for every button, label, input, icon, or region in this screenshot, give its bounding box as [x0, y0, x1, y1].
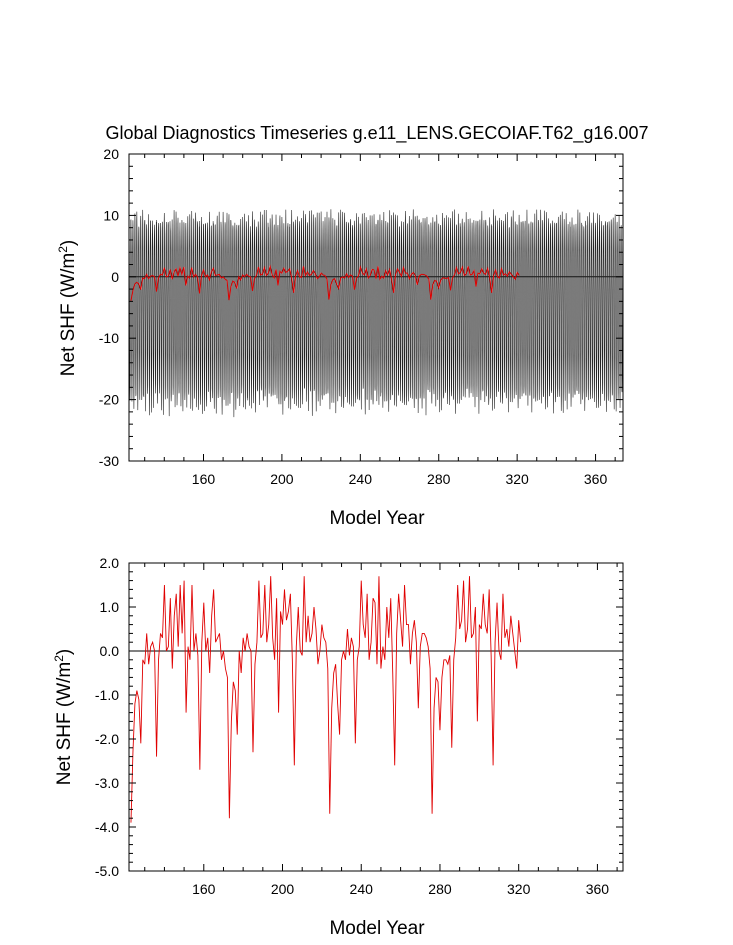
- bottom-axis-ticks: 160 200 240 280 320 360 -5.0 -4.0 -3.0 -2.0 -1.0 0.…: [95, 555, 623, 897]
- top-axis-ticks: 160 200 240 280 320 360 -30 -20 -10 0 10 20: [99, 146, 623, 487]
- top-x-axis-label: Model Year: [329, 508, 425, 529]
- bottom-x-tick-label: 320: [507, 881, 531, 897]
- bottom-y-tick-label: 2.0: [100, 555, 120, 571]
- top-y-tick-label: 10: [103, 207, 119, 223]
- top-y-axis-label: Net SHF (W/m2): [56, 240, 79, 377]
- top-chart: Global Diagnostics Timeseries g.e11_LENS…: [56, 123, 648, 529]
- top-x-tick-label: 240: [349, 471, 373, 487]
- bottom-x-tick-label: 360: [586, 881, 610, 897]
- bottom-annual-mean-line: [130, 576, 522, 823]
- top-annual-mean-line: [130, 264, 520, 301]
- bottom-plot-area: [129, 576, 623, 823]
- top-y-tick-label: -20: [99, 392, 119, 408]
- bottom-x-tick-label: 240: [350, 881, 374, 897]
- bottom-chart: 160 200 240 280 320 360 -5.0 -4.0 -3.0 -2.0 -1.0 0.…: [52, 555, 624, 939]
- bottom-y-tick-label: -4.0: [95, 819, 119, 835]
- bottom-x-tick-label: 160: [192, 881, 216, 897]
- bottom-y-axis-label: Net SHF (W/m2): [52, 649, 75, 786]
- top-monthly-series-line: [128, 209, 624, 418]
- bottom-y-tick-label: 0.0: [100, 643, 120, 659]
- bottom-y-tick-label: 1.0: [100, 599, 120, 615]
- bottom-y-tick-label: -2.0: [95, 731, 119, 747]
- top-x-tick-label: 280: [427, 471, 451, 487]
- bottom-y-tick-label: -3.0: [95, 775, 119, 791]
- top-x-tick-label: 320: [505, 471, 529, 487]
- top-plot-area: [128, 209, 624, 418]
- top-x-tick-label: 160: [192, 471, 216, 487]
- top-x-tick-label: 200: [270, 471, 294, 487]
- top-y-tick-label: -30: [99, 453, 119, 469]
- top-x-tick-label: 360: [584, 471, 608, 487]
- top-y-tick-label: 20: [103, 146, 119, 162]
- bottom-x-tick-label: 280: [428, 881, 452, 897]
- bottom-y-tick-label: -1.0: [95, 687, 119, 703]
- top-chart-title: Global Diagnostics Timeseries g.e11_LENS…: [106, 123, 649, 144]
- bottom-x-tick-label: 200: [271, 881, 295, 897]
- bottom-y-tick-label: -5.0: [95, 863, 119, 879]
- top-plot-frame: [128, 153, 624, 462]
- bottom-x-axis-label: Model Year: [329, 918, 425, 939]
- bottom-plot-frame: [128, 562, 624, 872]
- top-y-tick-label: -10: [99, 330, 119, 346]
- top-y-tick-label: 0: [111, 269, 119, 285]
